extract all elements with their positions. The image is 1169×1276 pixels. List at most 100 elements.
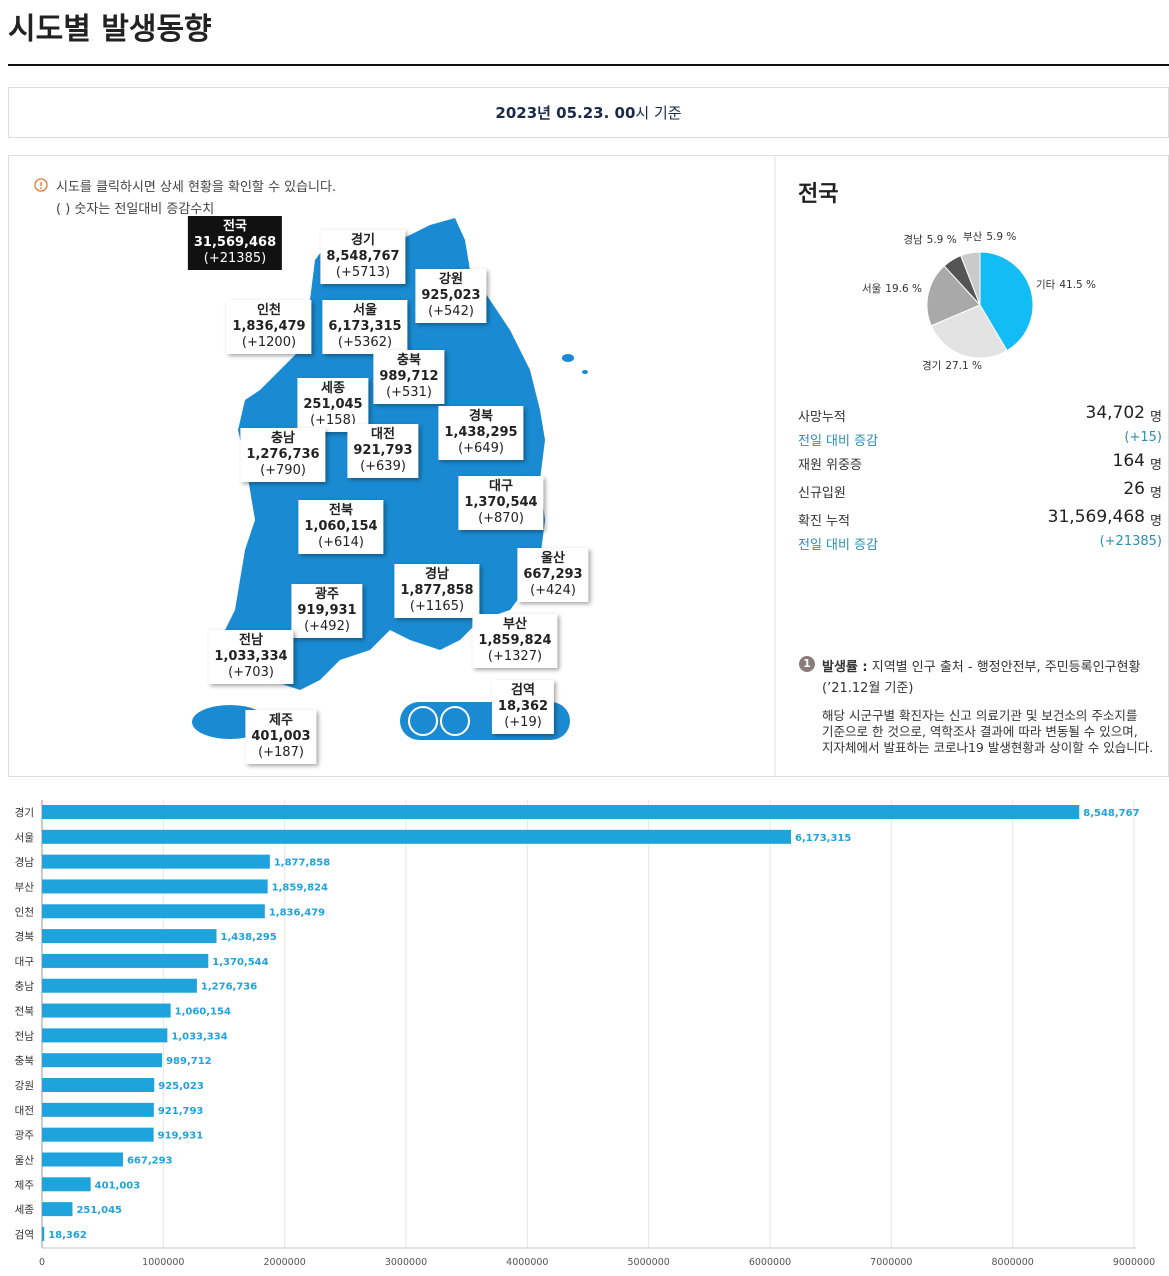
region-box[interactable]: 제주 401,003 (+187)	[245, 710, 317, 764]
x-tick-label: 3000000	[385, 1257, 427, 1268]
region-total: 31,569,468	[193, 235, 277, 250]
summary-value: 31,569,468	[1047, 507, 1145, 527]
summary-label: 전일 대비 증감	[798, 434, 879, 449]
bar-value-label: 1,276,736	[201, 982, 257, 993]
note-line: 지자체에서 발표하는 코로나19 발생현황과 상이할 수 있습니다.	[822, 740, 1154, 755]
x-tick-label: 4000000	[506, 1257, 548, 1268]
region-box[interactable]: 세종 251,045 (+158)	[297, 378, 369, 432]
region-box[interactable]: 강원 925,023 (+542)	[415, 269, 487, 323]
bar-value-label: 1,060,154	[175, 1007, 231, 1018]
region-total: 1,060,154	[304, 519, 378, 534]
region-total: 401,003	[251, 729, 311, 744]
region-box[interactable]: 충북 989,712 (+531)	[373, 350, 445, 404]
map-legend-note: ( ) 숫자는 전일대비 증감수치	[56, 202, 215, 217]
region-box[interactable]: 인천 1,836,479 (+1200)	[226, 300, 312, 354]
summary-value: 34,702	[1085, 403, 1145, 423]
bar-value-label: 989,712	[166, 1056, 212, 1067]
y-tick-label: 전남	[15, 1030, 35, 1042]
x-tick-label: 0	[39, 1257, 45, 1268]
y-tick-label: 검역	[15, 1229, 34, 1241]
pie-label: 서울 19.6 %	[862, 283, 922, 295]
region-total: 18,362	[497, 699, 549, 714]
region-change: (+424)	[530, 583, 576, 598]
x-tick-label: 9000000	[1113, 1257, 1155, 1268]
region-box[interactable]: 전남 1,033,334 (+703)	[208, 630, 294, 684]
pie-slice	[960, 251, 981, 306]
region-name: 대전	[371, 427, 395, 442]
summary-value: (+21385)	[1099, 534, 1162, 549]
region-change: (+492)	[304, 619, 350, 634]
region-box[interactable]: 경남 1,877,858 (+1165)	[394, 564, 480, 618]
bar	[42, 829, 792, 844]
note-badge	[799, 656, 815, 672]
info-icon	[34, 178, 48, 192]
region-box[interactable]: 경북 1,438,295 (+649)	[438, 406, 524, 460]
bar	[42, 1053, 163, 1068]
region-change: (+1165)	[409, 599, 465, 614]
region-change: (+542)	[428, 304, 474, 319]
y-tick-label: 대전	[15, 1105, 34, 1117]
bar	[42, 1003, 171, 1018]
region-change: (+649)	[458, 441, 504, 456]
y-tick-label: 경기	[15, 806, 34, 819]
pie-label: 경남 5.9 %	[903, 233, 956, 246]
region-total: 667,293	[523, 567, 583, 582]
region-name: 검역	[511, 683, 535, 698]
region-box[interactable]: 경기 8,548,767 (+5713)	[320, 230, 406, 284]
x-tick-label: 8000000	[992, 1257, 1034, 1268]
bar	[42, 978, 197, 993]
region-total: 1,033,334	[214, 649, 288, 664]
region-total: 989,712	[379, 369, 439, 384]
y-tick-label: 강원	[15, 1080, 34, 1092]
region-name: 경남	[425, 567, 449, 582]
date-emphasis: 2023년 05.23. 00	[495, 104, 636, 122]
region-total: 919,931	[297, 603, 357, 618]
pie-slice	[926, 265, 981, 327]
bar	[42, 1202, 73, 1217]
map-notice: 시도를 클릭하시면 상세 현황을 확인할 수 있습니다.	[56, 180, 337, 195]
pie-label-name: 경남	[903, 233, 923, 246]
x-tick-label: 5000000	[628, 1257, 670, 1268]
region-box[interactable]: 전북 1,060,154 (+614)	[298, 500, 384, 554]
region-box[interactable]: 광주 919,931 (+492)	[291, 584, 363, 638]
x-tick-label: 1000000	[142, 1257, 184, 1268]
y-tick-label: 경북	[15, 930, 35, 943]
info-icon-dot	[40, 187, 42, 190]
region-change: (+187)	[258, 745, 304, 760]
pie-label: 기타 41.5 %	[1036, 279, 1096, 291]
pie-label: 경기 27.1 %	[922, 359, 982, 372]
region-box[interactable]: 검역 18,362 (+19)	[491, 680, 555, 734]
region-change: (+1327)	[487, 649, 543, 664]
region-box[interactable]: 울산 667,293 (+424)	[517, 548, 589, 602]
x-tick-label: 7000000	[870, 1257, 912, 1268]
pie-label-value: 5.9 %	[927, 234, 957, 246]
x-tick-label: 2000000	[264, 1257, 306, 1268]
region-name: 울산	[541, 551, 565, 566]
bar	[42, 1177, 91, 1192]
region-box[interactable]: 부산 1,859,824 (+1327)	[472, 614, 558, 668]
bar-value-label: 6,173,315	[795, 833, 851, 844]
bar-value-label: 1,438,295	[221, 932, 277, 943]
page-title: 시도별 발생동향	[8, 12, 212, 47]
bar-value-label: 1,836,479	[269, 907, 325, 918]
y-tick-label: 세종	[15, 1204, 35, 1216]
region-name: 서울	[353, 303, 377, 318]
pie-label-value: 27.1 %	[945, 360, 982, 372]
region-total: 1,836,479	[232, 319, 306, 334]
pie-label-name: 경기	[922, 359, 941, 372]
region-box[interactable]: 서울 6,173,315 (+5362)	[322, 300, 408, 354]
region-box[interactable]: 충남 1,276,736 (+790)	[240, 428, 326, 482]
summary-label: 확진 누적	[798, 514, 850, 529]
region-total: 8,548,767	[326, 249, 400, 264]
bar-value-label: 1,877,858	[274, 858, 330, 869]
bar	[42, 854, 270, 869]
region-change: (+703)	[228, 665, 274, 680]
region-name: 경북	[469, 409, 493, 424]
region-name: 강원	[439, 272, 463, 287]
region-box[interactable]: 대전 921,793 (+639)	[347, 424, 419, 478]
region-box[interactable]: 대구 1,370,544 (+870)	[458, 476, 544, 530]
bar	[42, 904, 265, 919]
pie-label-value: 5.9 %	[986, 231, 1016, 243]
region-box[interactable]: 전국 31,569,468 (+21385)	[187, 216, 283, 270]
